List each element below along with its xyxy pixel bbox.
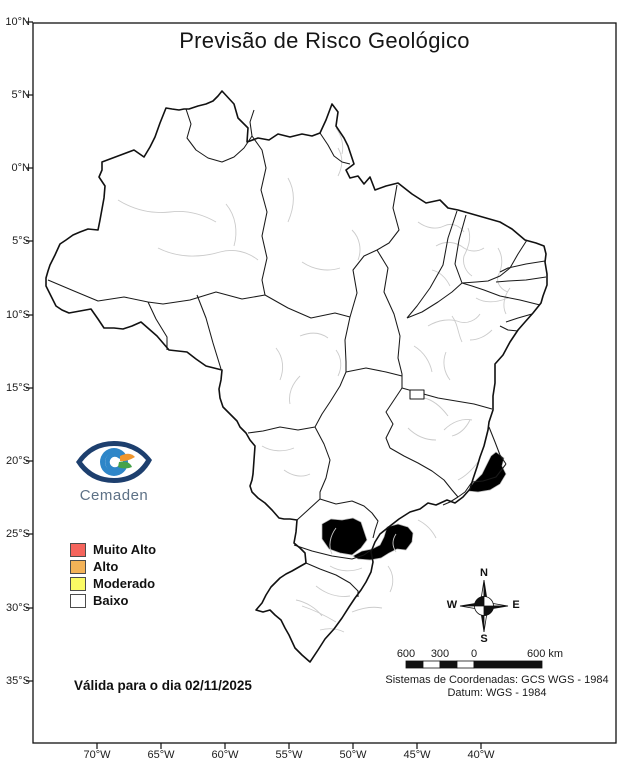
lon-tick-label: 40°W <box>467 749 495 761</box>
lon-tick-label: 70°W <box>83 749 111 761</box>
legend-color-swatch <box>70 593 86 608</box>
legend-item-muito-alto: Muito Alto <box>70 541 156 558</box>
lon-tick-label: 60°W <box>211 749 239 761</box>
compass-east-label: E <box>512 599 520 611</box>
page-title: Previsão de Risco Geológico <box>179 28 470 53</box>
lat-tick-label: 5°S <box>12 235 30 247</box>
scale-bar <box>405 660 543 669</box>
legend-item-baixo: Baixo <box>70 592 128 609</box>
municipality-boundaries <box>117 127 511 633</box>
lat-tick-label: 35°S <box>6 675 30 687</box>
lat-tick-label: 10°N <box>5 16 30 28</box>
brazil-outline <box>45 90 548 663</box>
lat-tick-label: 0°N <box>11 162 30 174</box>
lat-tick-label: 5°N <box>11 89 30 101</box>
coordinate-system-text: Sistemas de Coordenadas: GCS WGS - 1984 <box>385 674 609 686</box>
lat-ticks <box>26 21 33 682</box>
compass-west-label: W <box>446 599 458 611</box>
legend-color-swatch <box>70 542 86 557</box>
legend-item-alto: Alto <box>70 558 118 575</box>
lon-ticks <box>96 743 482 749</box>
lat-tick-label: 15°S <box>6 382 30 394</box>
federal-district-square <box>409 389 425 400</box>
datum-text: Datum: WGS - 1984 <box>447 687 547 699</box>
lon-tick-label: 65°W <box>147 749 175 761</box>
lat-tick-label: 30°S <box>6 602 30 614</box>
state-boundaries <box>47 108 547 597</box>
lon-tick-label: 50°W <box>339 749 367 761</box>
scale-label-300: 300 <box>430 648 450 660</box>
moderate-risk-regions <box>321 451 507 561</box>
scale-label-0: 0 <box>470 648 478 660</box>
legend-item-label: Muito Alto <box>93 542 157 557</box>
scale-label-600km: 600 km <box>526 648 564 660</box>
legend-item-label: Moderado <box>93 576 156 591</box>
lat-tick-label: 20°S <box>6 455 30 467</box>
cemaden-eye-icon <box>76 441 152 483</box>
compass-north-label: N <box>480 567 488 579</box>
compass-rose-icon <box>459 579 509 633</box>
moderate-risk-region-parana-east <box>352 523 414 561</box>
scale-label-600-left: 600 <box>396 648 416 660</box>
lat-tick-label: 10°S <box>6 309 30 321</box>
moderate-risk-region-parana-west <box>321 517 368 556</box>
legend-color-swatch <box>70 559 86 574</box>
validity-date: Válida para o dia 02/11/2025 <box>74 678 252 693</box>
legend-item-label: Alto <box>93 559 119 574</box>
cemaden-logo: Cemaden <box>72 438 156 504</box>
legend-item-moderado: Moderado <box>70 575 155 592</box>
lon-tick-label: 55°W <box>275 749 303 761</box>
map-frame <box>32 22 617 744</box>
lon-tick-label: 45°W <box>403 749 431 761</box>
legend-color-swatch <box>70 576 86 591</box>
lat-tick-label: 25°S <box>6 528 30 540</box>
cemaden-logo-text: Cemaden <box>79 487 149 504</box>
compass-south-label: S <box>480 633 488 645</box>
legend-item-label: Baixo <box>93 593 129 608</box>
